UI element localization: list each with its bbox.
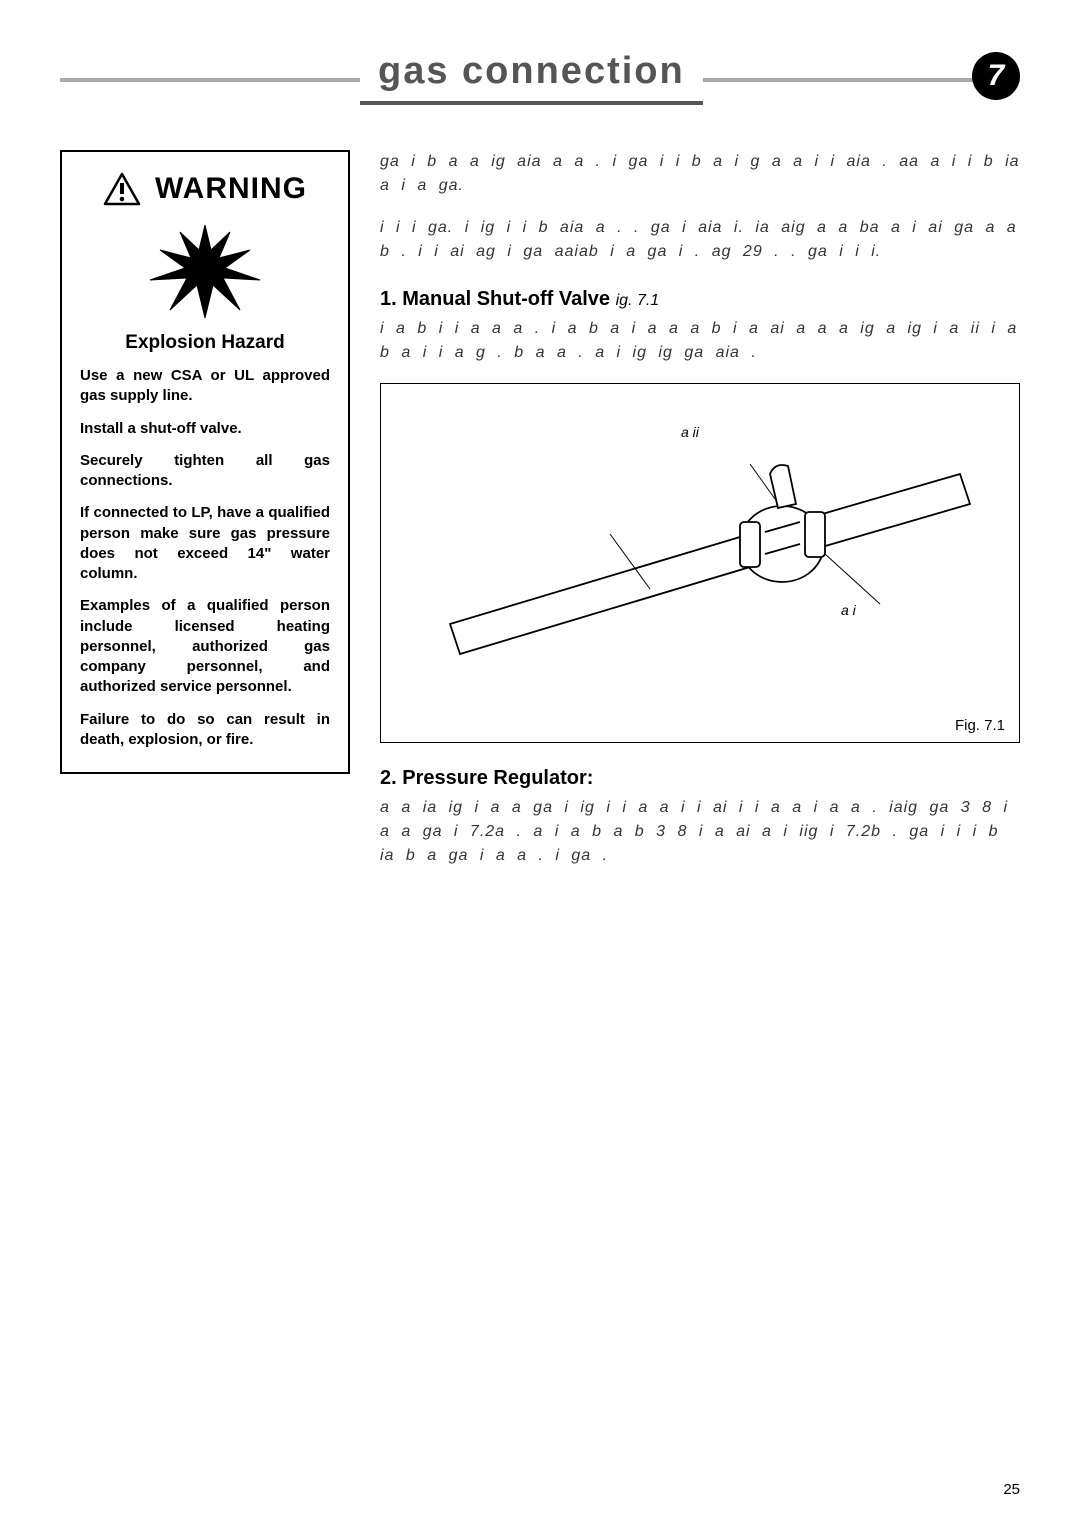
section-1-figref: ig. 7.1	[616, 292, 660, 309]
warning-header: WARNING	[80, 172, 330, 206]
header-title-box: gas connection	[360, 50, 703, 105]
section-2-body: a a ia ig i a a ga i ig i i a a i i ai i…	[380, 796, 1020, 868]
section-number-badge: 7	[972, 52, 1020, 100]
warning-para: Use a new CSA or UL approved gas supply …	[80, 366, 330, 407]
figure-7-1: a ii a i Fig. 7.1	[380, 383, 1020, 743]
warning-title: WARNING	[155, 172, 307, 206]
header-title: gas connection	[378, 50, 685, 92]
warning-para: Install a shut-off valve.	[80, 419, 330, 439]
section-2-heading: 2. Pressure Regulator:	[380, 767, 1020, 790]
left-column: WARNING Explosion Hazard Use a new CSA o…	[60, 150, 350, 886]
explosion-icon	[145, 220, 265, 320]
content-columns: WARNING Explosion Hazard Use a new CSA o…	[60, 150, 1020, 886]
warning-triangle-icon	[103, 172, 141, 206]
section-number: 7	[988, 59, 1005, 93]
warning-para: Securely tighten all gas connections.	[80, 451, 330, 492]
warning-para: If connected to LP, have a qualified per…	[80, 503, 330, 584]
figure-caption: Fig. 7.1	[955, 717, 1005, 734]
intro-para: i i i ga. i ig i i b aia a . . ga i aia …	[380, 216, 1020, 264]
warning-box: WARNING Explosion Hazard Use a new CSA o…	[60, 150, 350, 774]
warning-para: Failure to do so can result in death, ex…	[80, 710, 330, 751]
figure-label-open: a ii	[681, 424, 699, 440]
page-number: 25	[1003, 1481, 1020, 1498]
warning-para: Examples of a qualified person include l…	[80, 596, 330, 697]
section-1-body: i a b i i a a a . i a b a i a a a b i a …	[380, 317, 1020, 365]
section-1-heading: 1. Manual Shut-off Valve ig. 7.1	[380, 288, 1020, 311]
section-1-title: 1. Manual Shut-off Valve	[380, 288, 610, 310]
page-header: gas connection 7	[60, 50, 1020, 110]
right-column: ga i b a a ig aia a a . i ga i i b a i g…	[380, 150, 1020, 886]
hazard-title: Explosion Hazard	[80, 332, 330, 354]
section-2-title: 2. Pressure Regulator:	[380, 767, 593, 789]
intro-para: ga i b a a ig aia a a . i ga i i b a i g…	[380, 150, 1020, 198]
figure-label-closed: a i	[841, 602, 856, 618]
shutoff-valve-diagram	[401, 404, 999, 704]
